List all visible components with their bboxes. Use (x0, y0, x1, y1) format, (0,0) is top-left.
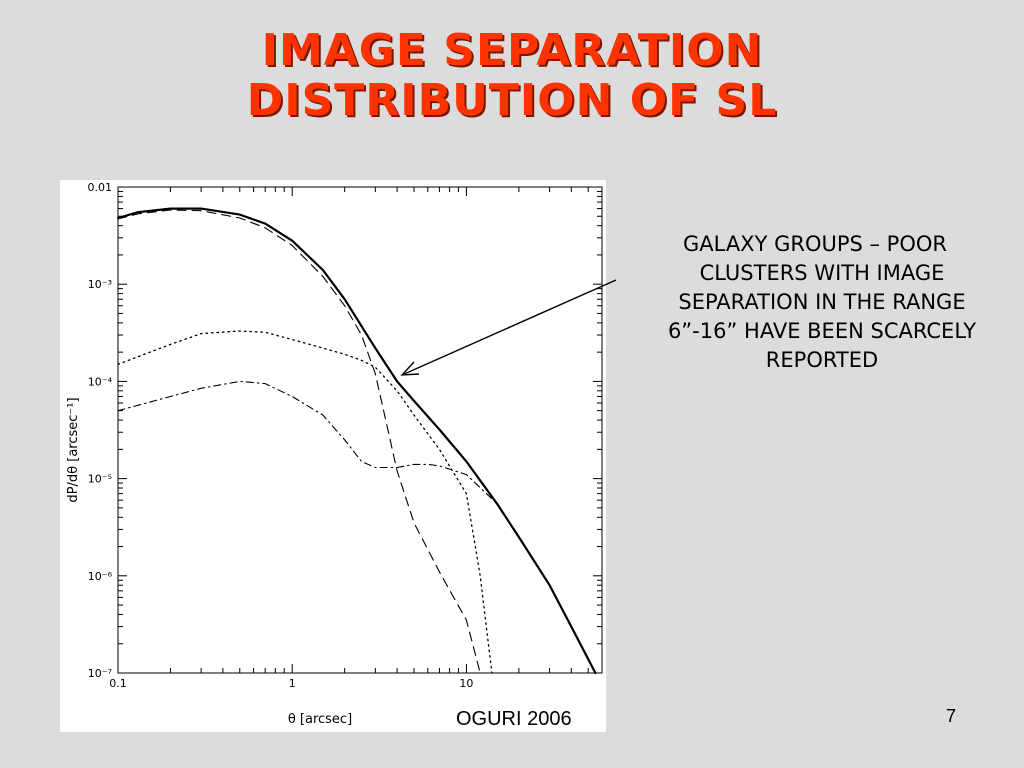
x-axis-label: θ [arcsec] (288, 712, 352, 727)
y-tick-label: 10⁻⁵ (88, 473, 112, 486)
y-tick-label: 10⁻³ (88, 278, 112, 291)
series-line-dashdot (117, 380, 596, 674)
page-number: 7 (946, 706, 957, 726)
y-tick-label: 0.01 (88, 181, 113, 194)
series-line-dotted (117, 330, 493, 674)
slide-title: IMAGE SEPARATION DISTRIBUTION OF SL (0, 26, 1024, 126)
y-axis-label: dP/dθ [arcsec⁻¹] (66, 397, 81, 502)
x-tick-label: 1 (289, 677, 296, 690)
chart-panel: 0.1 1 10 10⁻⁷ 10⁻⁶ 10⁻⁵ 10⁻⁴ 10⁻³ 0.01 θ [arcsec]… (60, 180, 606, 732)
y-tick-label: 10⁻⁷ (88, 667, 112, 680)
y-tick-label: 10⁻⁶ (88, 570, 113, 583)
plot-frame (117, 186, 603, 674)
x-tick-label: 0.1 (109, 677, 127, 690)
title-line-2: DISTRIBUTION OF SL (246, 75, 778, 126)
title-line-1: IMAGE SEPARATION (261, 25, 763, 76)
annotation-text: GALAXY GROUPS – POOR CLUSTERS WITH IMAGE… (667, 232, 977, 372)
credit-label: OGURI 2006 (456, 708, 572, 730)
series-line-dashed (117, 209, 481, 674)
x-tick-label: 10 (459, 677, 473, 690)
series-line-solid (116, 207, 597, 675)
y-tick-label: 10⁻⁴ (88, 375, 113, 388)
chart-svg: 0.1 1 10 10⁻⁷ 10⁻⁶ 10⁻⁵ 10⁻⁴ 10⁻³ 0.01 θ [arcsec]… (66, 181, 603, 727)
